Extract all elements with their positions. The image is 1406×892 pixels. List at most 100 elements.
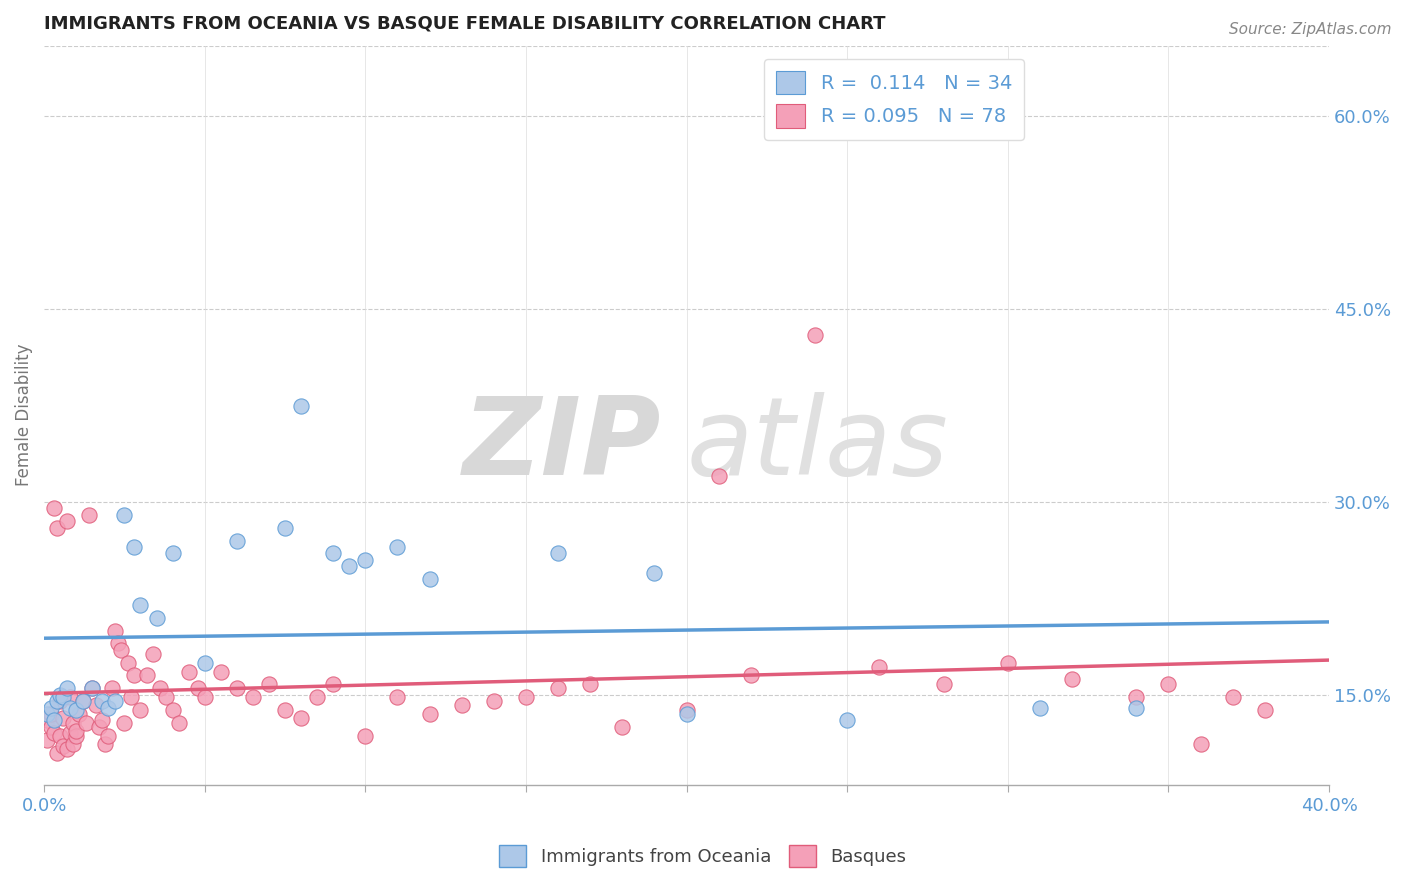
Point [675,703,697,717]
Point [482,694,505,708]
Point [1157,677,1180,691]
Point [354,553,377,567]
Point [37,714,59,728]
Point [612,720,634,734]
Point [82,681,104,696]
Point [69,707,91,722]
Point [419,707,441,722]
Point [52,739,75,754]
Point [55,681,77,696]
Point [72,694,94,708]
Point [1060,673,1083,687]
Point [1125,700,1147,714]
Point [84,698,107,712]
Point [149,681,172,696]
Point [46,694,69,708]
Point [55,514,77,528]
Text: Source: ZipAtlas.com: Source: ZipAtlas.com [1229,22,1392,37]
Point [419,572,441,586]
Point [75,716,97,731]
Point [122,540,145,554]
Point [42,714,65,728]
Point [42,501,65,516]
Point [187,681,209,696]
Point [740,668,762,682]
Point [117,656,139,670]
Point [1029,700,1052,714]
Point [387,690,409,705]
Point [49,729,72,743]
Text: IMMIGRANTS FROM OCEANIA VS BASQUE FEMALE DISABILITY CORRELATION CHART: IMMIGRANTS FROM OCEANIA VS BASQUE FEMALE… [44,15,886,33]
Point [290,399,312,413]
Point [868,659,890,673]
Point [675,707,697,722]
Point [107,636,129,650]
Point [162,703,184,717]
Point [837,714,859,728]
Point [932,677,955,691]
Point [142,647,165,661]
Point [997,656,1019,670]
Point [290,711,312,725]
Point [547,681,569,696]
Point [122,668,145,682]
Point [65,703,87,717]
Point [1222,690,1244,705]
Point [97,729,120,743]
Point [274,521,297,535]
Point [450,698,472,712]
Point [104,694,127,708]
Point [100,681,122,696]
Point [59,726,82,740]
Point [387,540,409,554]
Point [225,681,247,696]
Point [65,723,87,738]
Point [547,546,569,560]
Y-axis label: Female Disability: Female Disability [15,344,32,486]
Point [104,624,127,638]
Point [55,741,77,756]
Point [90,694,112,708]
Point [145,610,167,624]
Point [194,656,217,670]
Point [129,598,152,612]
Legend: R =  0.114   N = 34, R = 0.095   N = 78: R = 0.114 N = 34, R = 0.095 N = 78 [765,59,1024,139]
Point [46,746,69,760]
Point [39,700,62,714]
Point [59,690,82,705]
Text: ZIP: ZIP [463,392,661,498]
Point [579,677,602,691]
Point [257,677,280,691]
Point [707,469,730,483]
Point [49,694,72,708]
Point [39,720,62,734]
Point [307,690,329,705]
Point [37,732,59,747]
Point [52,690,75,705]
Point [194,690,217,705]
Point [274,703,297,717]
Point [643,566,665,580]
Point [65,729,87,743]
Point [77,508,100,522]
Point [135,668,157,682]
Point [62,716,84,731]
Point [46,521,69,535]
Point [1254,703,1277,717]
Point [112,716,135,731]
Point [162,546,184,560]
Point [97,700,120,714]
Point [37,707,59,722]
Point [62,737,84,751]
Point [129,703,152,717]
Point [337,559,360,574]
Legend: Immigrants from Oceania, Basques: Immigrants from Oceania, Basques [492,838,914,874]
Text: atlas: atlas [686,392,949,497]
Point [39,707,62,722]
Point [59,700,82,714]
Point [225,533,247,548]
Point [72,694,94,708]
Point [177,665,200,679]
Point [1125,690,1147,705]
Point [82,681,104,696]
